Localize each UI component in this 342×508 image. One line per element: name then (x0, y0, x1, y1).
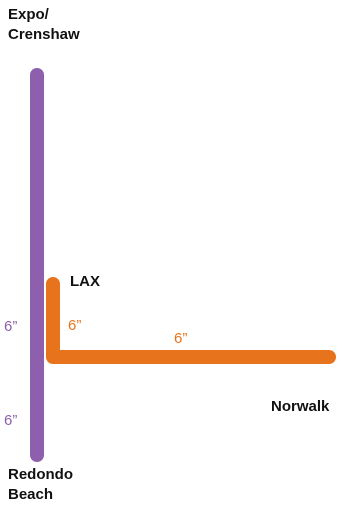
station-expo-crenshaw-line1: Expo/ (8, 6, 49, 23)
station-redondo-beach-line1: Redondo (8, 466, 73, 483)
station-expo-crenshaw: Expo/ Crenshaw (8, 5, 80, 45)
station-redondo-beach: Redondo Beach (8, 465, 73, 505)
purple-travel-time-upper: 6” (4, 318, 18, 335)
orange-line (46, 277, 336, 364)
orange-travel-time-vertical: 6” (68, 317, 82, 334)
station-lax: LAX (70, 273, 100, 290)
orange-travel-time-horizontal: 6” (174, 330, 188, 347)
purple-travel-time-lower: 6” (4, 412, 18, 429)
station-norwalk: Norwalk (271, 398, 330, 415)
station-expo-crenshaw-line2: Crenshaw (8, 26, 80, 43)
station-redondo-beach-line2: Beach (8, 486, 54, 503)
